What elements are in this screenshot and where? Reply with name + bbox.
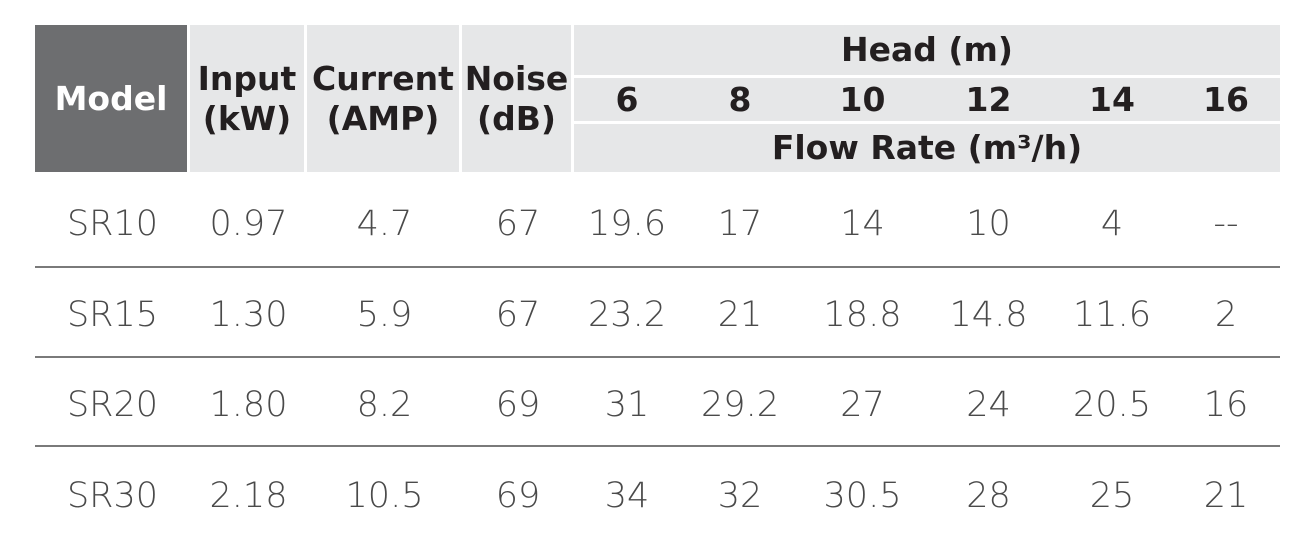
table-cell: 69: [495, 475, 541, 516]
table-cell: SR20: [66, 385, 159, 425]
table-cell: 14.8: [949, 294, 1028, 335]
table-cell: 21: [1203, 475, 1249, 516]
table-cell: SR10: [66, 204, 159, 244]
table-cell: 28: [966, 475, 1011, 516]
table-cell: 24: [966, 385, 1011, 425]
table-cell: 14: [840, 204, 885, 244]
header-head-value: 6: [615, 79, 639, 119]
table-cell: SR30: [66, 475, 159, 516]
table-cell: 1.30: [209, 294, 288, 335]
row-separator: [35, 355, 1280, 358]
table-cell: SR15: [66, 294, 159, 335]
table-cell: --: [1213, 204, 1239, 244]
header-head-value: 16: [1203, 79, 1249, 119]
table-cell: 25: [1089, 475, 1135, 516]
table-cell: 10.5: [345, 475, 424, 516]
header-noise: Noise (dB): [462, 25, 571, 172]
table-cell: 4.7: [356, 204, 413, 244]
table-cell: 67: [495, 204, 541, 244]
row-separator: [35, 266, 1280, 268]
header-flow-rate: Flow Rate (m³/h): [574, 124, 1280, 172]
table-cell: 18.8: [823, 294, 902, 335]
table-cell: 69: [495, 385, 541, 425]
header-head-value: 14: [1089, 79, 1135, 119]
table-cell: 17: [717, 204, 763, 244]
table-cell: 0.97: [209, 204, 288, 244]
table-cell: 30.5: [823, 475, 902, 516]
header-head-row: [574, 78, 1280, 121]
header-input: Input (kW): [190, 25, 304, 172]
table-cell: 5.9: [356, 294, 413, 335]
header-head: Head (m): [574, 25, 1280, 75]
table-cell: 1.80: [209, 385, 288, 425]
row-separator: [35, 445, 1280, 447]
table-cell: 2.18: [209, 475, 288, 516]
table-cell: 23.2: [588, 294, 666, 335]
table-cell: 20.5: [1073, 385, 1151, 425]
header-current: Current (AMP): [307, 25, 459, 172]
table-cell: 11.6: [1073, 294, 1151, 335]
table-cell: 10: [966, 204, 1011, 244]
table-cell: 67: [495, 294, 541, 335]
table-cell: 16: [1203, 385, 1249, 425]
table-cell: 32: [717, 475, 763, 516]
table-cell: 27: [840, 385, 885, 425]
table-cell: 31: [604, 385, 650, 425]
table-cell: 29.2: [701, 385, 779, 425]
header-model: Model: [35, 25, 187, 172]
table-cell: 4: [1100, 204, 1124, 244]
header-head-value: 8: [728, 79, 752, 119]
table-cell: 21: [717, 294, 763, 335]
table-cell: 34: [604, 475, 650, 516]
table-cell: 8.2: [356, 385, 413, 425]
table-cell: 19.6: [588, 204, 666, 244]
table-cell: 2: [1214, 294, 1238, 335]
header-head-value: 10: [839, 79, 886, 119]
header-head-value: 12: [965, 79, 1012, 119]
